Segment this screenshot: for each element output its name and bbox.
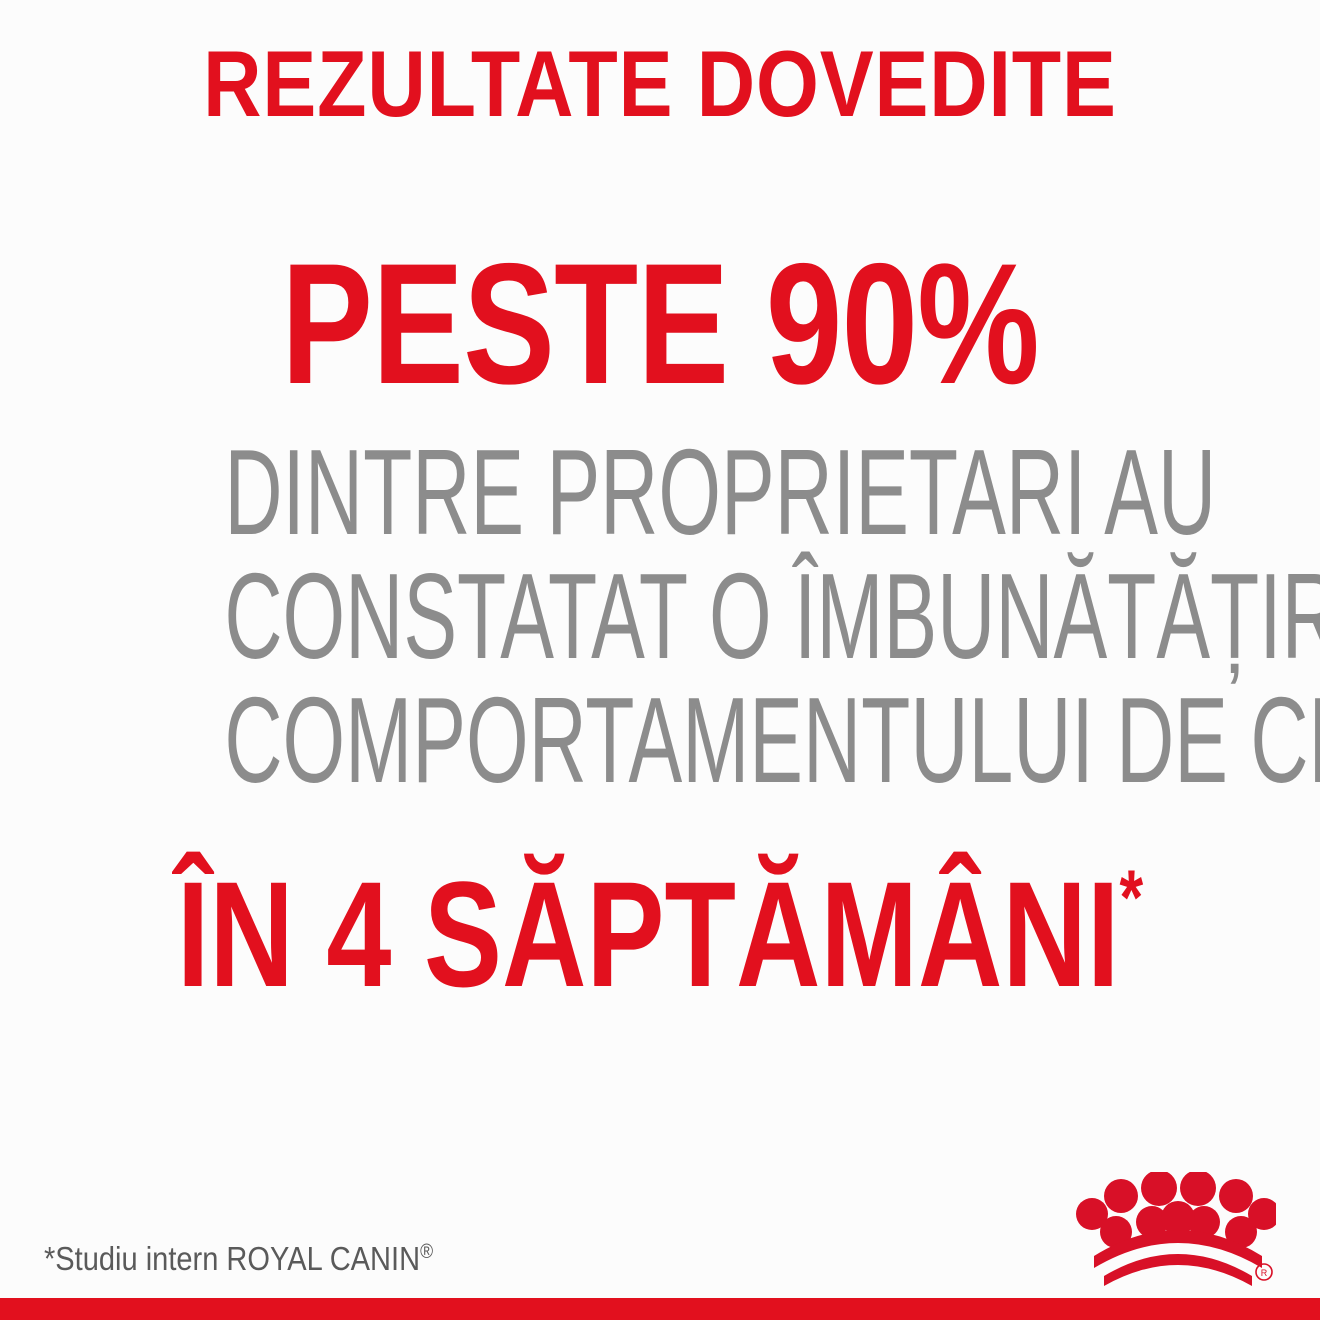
- eyebrow-heading: REZULTATE DOVEDITE: [203, 31, 1117, 136]
- footnote: *Studiu intern ROYAL CANIN®: [44, 1233, 433, 1278]
- royal-canin-crown-logo: R: [1076, 1172, 1276, 1290]
- footnote-asterisk-marker: *: [1119, 853, 1144, 941]
- bottom-accent-bar: [0, 1298, 1320, 1320]
- crown-icon: R: [1076, 1172, 1276, 1286]
- headline-block: PESTE 90% DINTRE PROPRIETARI AU CONSTATA…: [0, 236, 1320, 1013]
- timeframe-headline: ÎN 4 SĂPTĂMÂNI*: [145, 818, 1175, 1013]
- footnote-text: *Studiu intern ROYAL CANIN: [44, 1240, 421, 1277]
- timeframe-text: ÎN 4 SĂPTĂMÂNI: [176, 850, 1120, 1018]
- body-line-2: CONSTATAT O ÎMBUNĂTĂȚIRE A: [224, 548, 1320, 684]
- body-line-1: DINTRE PROPRIETARI AU: [224, 424, 1217, 560]
- stat-headline: PESTE 90%: [281, 228, 1039, 420]
- registered-trademark-icon: ®: [420, 1241, 434, 1263]
- svg-text:R: R: [1261, 1268, 1268, 1278]
- body-copy: DINTRE PROPRIETARI AU CONSTATAT O ÎMBUNĂ…: [0, 430, 1320, 802]
- body-line-3: COMPORTAMENTULUI DE CERȘIT: [224, 672, 1320, 808]
